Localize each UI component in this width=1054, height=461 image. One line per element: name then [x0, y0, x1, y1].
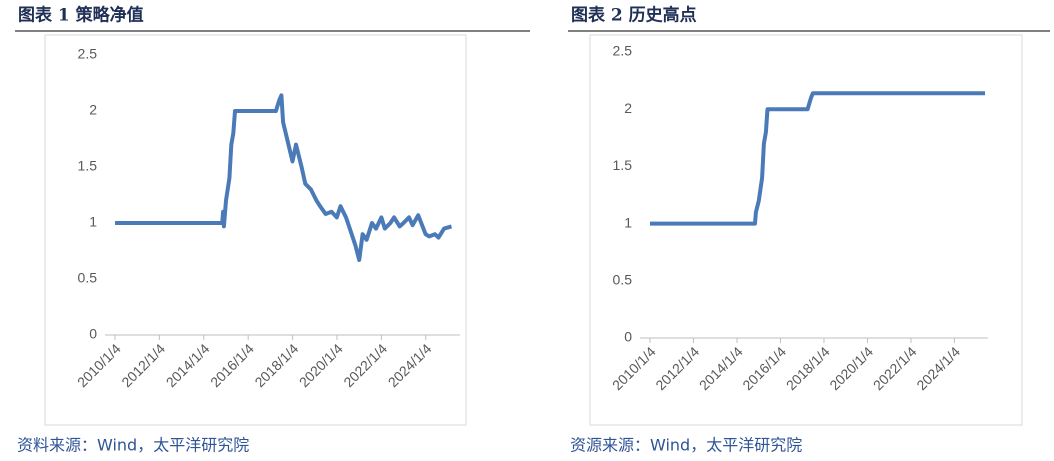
source-note: 资源来源：Wind，太平洋研究院: [570, 436, 802, 455]
y-tick-label: 2: [89, 102, 97, 118]
y-tick-label: 0: [89, 326, 97, 342]
plot-frame: [44, 34, 467, 426]
x-tick-label: 2020/1/4: [826, 343, 876, 393]
x-tick-label: 2022/1/4: [340, 340, 390, 390]
y-tick-label: 0.5: [78, 270, 98, 286]
data-line: [115, 93, 453, 262]
y-tick-label: 0.5: [613, 272, 633, 288]
y-tick-label: 0: [624, 329, 632, 345]
y-tick-label: 2.5: [613, 43, 633, 59]
x-tick-label: 2022/1/4: [870, 343, 920, 393]
x-tick-label: 2020/1/4: [296, 340, 346, 390]
x-tick-label: 2024/1/4: [385, 340, 435, 390]
x-tick-label: 2014/1/4: [696, 343, 746, 393]
x-tick-label: 2012/1/4: [652, 343, 702, 393]
y-tick-label: 2.5: [78, 46, 98, 62]
x-tick-label: 2010/1/4: [609, 343, 659, 393]
y-tick-label: 1: [89, 214, 97, 230]
x-tick-label: 2012/1/4: [118, 340, 168, 390]
source-note: 资料来源：Wind，太平洋研究院: [17, 436, 249, 455]
y-tick-label: 1.5: [78, 158, 98, 174]
x-tick-label: 2016/1/4: [739, 343, 789, 393]
data-line: [650, 91, 985, 226]
y-tick-label: 1: [624, 214, 632, 230]
chart-title: 图表 2 历史高点: [571, 5, 697, 26]
x-tick-label: 2014/1/4: [163, 340, 213, 390]
y-tick-label: 1.5: [613, 157, 633, 173]
x-tick-label: 2018/1/4: [251, 340, 301, 390]
x-tick-label: 2024/1/4: [913, 343, 963, 393]
plot-frame: [589, 34, 1023, 426]
y-tick-label: 2: [624, 100, 632, 116]
x-tick-label: 2016/1/4: [207, 340, 257, 390]
x-tick-label: 2010/1/4: [74, 340, 124, 390]
x-tick-label: 2018/1/4: [783, 343, 833, 393]
chart-title: 图表 1 策略净值: [18, 5, 144, 26]
